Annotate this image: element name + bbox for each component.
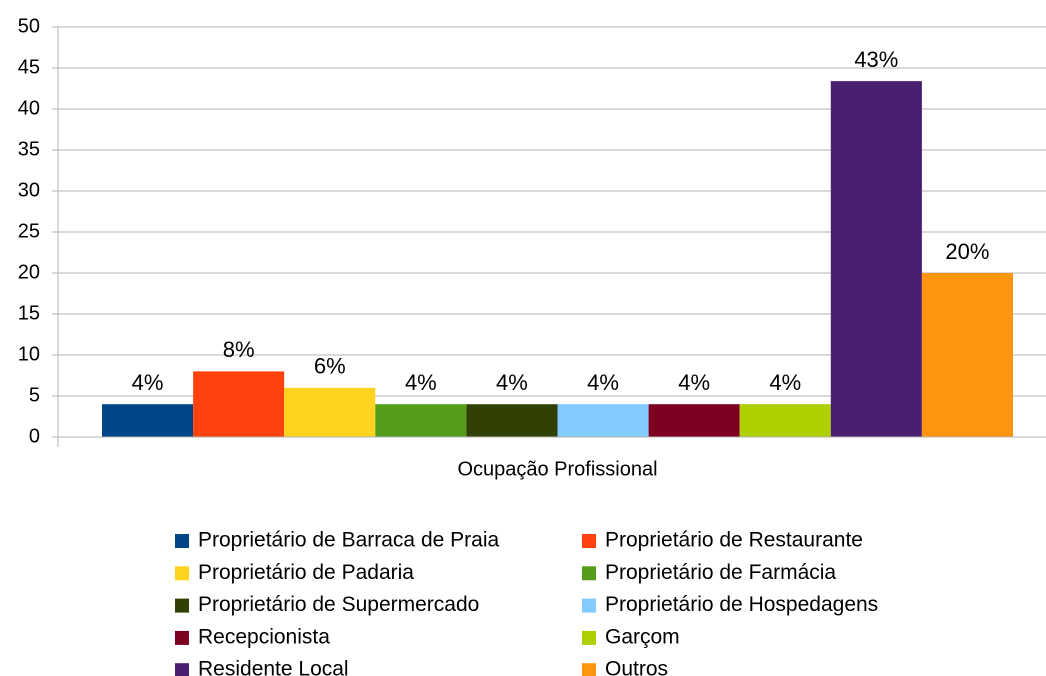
bar (102, 404, 194, 437)
data-label: 43% (854, 47, 898, 72)
data-label: 6% (314, 354, 346, 379)
bar (284, 387, 376, 437)
legend-label: Recepcionista (198, 625, 330, 648)
legend-label: Proprietário de Hospedagens (605, 593, 878, 616)
y-tick-label: 10 (18, 343, 40, 365)
legend-label: Proprietário de Farmácia (605, 561, 836, 584)
data-label: 4% (769, 370, 801, 395)
bar (193, 371, 285, 437)
y-tick-label: 45 (18, 56, 40, 78)
legend-swatch (582, 630, 596, 645)
data-label: 20% (945, 239, 989, 264)
legend-swatch (582, 598, 596, 613)
legend-label: Proprietário de Padaria (198, 561, 414, 584)
legend-swatch (175, 598, 189, 613)
y-tick-label: 35 (18, 138, 40, 160)
bar (830, 81, 922, 438)
legend-label: Outros (605, 658, 668, 676)
legend-swatch (175, 534, 189, 548)
legend-swatch (582, 566, 596, 581)
legend-swatch (175, 663, 189, 676)
y-tick-label: 25 (18, 220, 40, 242)
y-tick-label: 5 (29, 384, 40, 406)
y-tick-label: 0 (29, 425, 40, 447)
bar (921, 273, 1013, 437)
y-tick-label: 15 (18, 302, 40, 324)
legend-label: Proprietário de Restaurante (605, 529, 863, 552)
bar (648, 404, 740, 437)
legend-label: Proprietário de Barraca de Praia (198, 529, 499, 552)
data-label: 4% (496, 370, 528, 395)
legend-label: Garçom (605, 625, 680, 648)
legend-label: Residente Local (198, 658, 349, 676)
x-tick-label: Ocupação Profissional (457, 458, 657, 480)
data-label: 4% (405, 370, 437, 395)
bar (739, 404, 831, 437)
y-tick-label: 20 (18, 261, 40, 283)
bar (557, 404, 649, 437)
y-tick-label: 40 (18, 97, 40, 119)
legend-swatch (582, 534, 596, 548)
data-label: 4% (587, 370, 619, 395)
data-label: 4% (132, 370, 164, 395)
y-tick-label: 30 (18, 179, 40, 201)
bar (375, 404, 467, 437)
legend-label: Proprietário de Supermercado (198, 593, 479, 616)
legend-swatch (582, 663, 596, 676)
data-label: 8% (223, 337, 255, 362)
data-label: 4% (678, 370, 710, 395)
legend-swatch (175, 630, 189, 645)
y-tick-label: 50 (18, 15, 40, 37)
bar (466, 404, 558, 437)
legend-swatch (175, 566, 189, 581)
